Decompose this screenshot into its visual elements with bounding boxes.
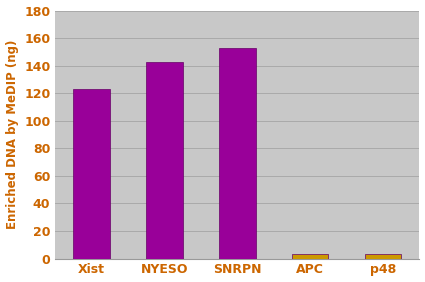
Bar [365,254,401,259]
Bar [292,254,329,259]
Bar [74,89,110,259]
Y-axis label: Enriched DNA by MeDIP (ng): Enriched DNA by MeDIP (ng) [6,40,19,229]
Bar [146,61,183,259]
Bar [219,48,255,259]
